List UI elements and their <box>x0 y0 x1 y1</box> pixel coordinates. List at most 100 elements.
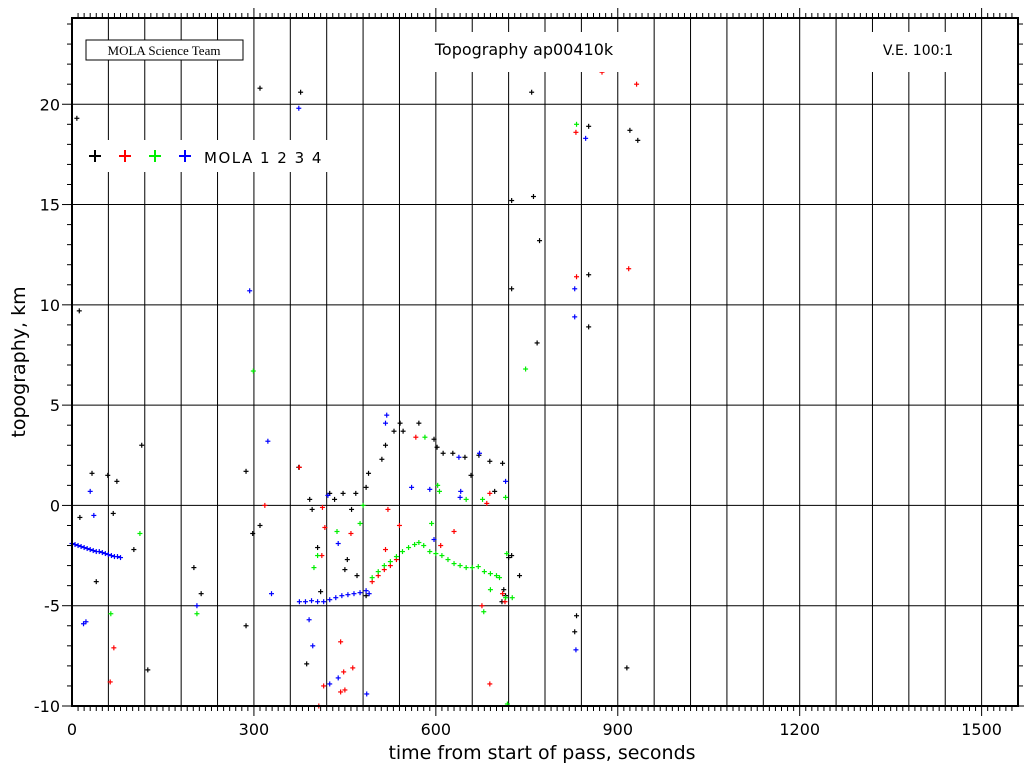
data-point-mola-3 <box>523 366 529 372</box>
data-point-mola-4 <box>118 555 124 561</box>
data-point-mola-4 <box>108 553 114 559</box>
data-point-mola-2 <box>574 274 580 280</box>
y-tick-label: 15 <box>40 196 60 215</box>
data-point-mola-2 <box>502 599 508 605</box>
legend <box>89 150 191 162</box>
data-point-mola-1 <box>139 442 145 448</box>
data-point-mola-1 <box>74 115 80 121</box>
y-tick-label: 10 <box>40 296 60 315</box>
data-point-mola-2 <box>342 687 348 693</box>
data-point-mola-3 <box>406 545 412 551</box>
data-point-mola-3 <box>574 121 580 127</box>
data-point-mola-4 <box>339 593 345 599</box>
data-point-mola-1 <box>500 460 506 466</box>
tick-labels: 0 300 600 900 1200 1500 -10 -5 0 5 10 15 20 <box>34 95 1002 739</box>
data-point-mola-1 <box>114 478 120 484</box>
data-point-mola-1 <box>462 454 468 460</box>
data-point-mola-3 <box>250 368 256 374</box>
data-point-mola-3 <box>493 573 499 579</box>
data-point-mola-3 <box>334 528 340 534</box>
data-point-mola-4 <box>456 454 462 460</box>
data-point-mola-1 <box>586 324 592 330</box>
data-point-mola-4 <box>81 545 87 551</box>
data-point-mola-2 <box>573 129 579 135</box>
data-point-mola-3 <box>503 494 509 500</box>
credit-text: MOLA Science Team <box>108 43 221 58</box>
data-point-mola-3 <box>469 565 475 571</box>
data-point-mola-4 <box>87 547 93 553</box>
data-point-mola-4 <box>84 546 90 552</box>
data-point-mola-2 <box>479 603 485 609</box>
data-point-mola-4 <box>366 591 372 597</box>
data-point-mola-4 <box>327 681 333 687</box>
data-point-mola-3 <box>436 488 442 494</box>
data-point-mola-4 <box>75 543 81 549</box>
vertical-exaggeration: V.E. 100:1 <box>883 43 953 59</box>
data-point-mola-1 <box>627 127 633 133</box>
data-point-mola-4 <box>357 590 363 596</box>
data-point-mola-3 <box>497 575 503 581</box>
data-point-mola-1 <box>89 470 95 476</box>
data-point-mola-3 <box>137 530 143 536</box>
data-point-mola-4 <box>99 550 105 556</box>
y-tick-label: 20 <box>40 95 60 114</box>
data-point-mola-1 <box>440 450 446 456</box>
data-point-mola-4 <box>345 592 351 598</box>
data-point-mola-3 <box>387 559 393 565</box>
x-tick-label: 300 <box>239 720 270 739</box>
data-point-mola-2 <box>487 681 493 687</box>
data-point-mola-1 <box>243 623 249 629</box>
data-point-mola-2 <box>322 524 328 530</box>
data-point-mola-4 <box>302 599 308 605</box>
data-point-mola-4 <box>90 548 96 554</box>
y-tick-label: 0 <box>50 496 60 515</box>
data-point-mola-2 <box>111 645 117 651</box>
data-point-mola-1 <box>431 436 437 442</box>
data-point-mola-1 <box>93 579 99 585</box>
data-point-mola-3 <box>381 563 387 569</box>
data-point-mola-1 <box>586 123 592 129</box>
data-point-mola-1 <box>298 89 304 95</box>
data-point-mola-4 <box>102 551 108 557</box>
data-point-mola-3 <box>487 587 493 593</box>
data-point-mola-4 <box>572 314 578 320</box>
data-point-mola-4 <box>72 542 78 548</box>
legend-marker-mola-3 <box>149 150 161 162</box>
data-point-mola-4 <box>503 478 509 484</box>
y-tick-label: -10 <box>34 697 60 716</box>
data-point-mola-4 <box>114 554 120 560</box>
data-point-mola-1 <box>76 308 82 314</box>
data-point-mola-1 <box>307 496 313 502</box>
data-point-mola-1 <box>487 458 493 464</box>
data-point-mola-3 <box>412 542 418 548</box>
data-point-mola-1 <box>572 629 578 635</box>
data-point-mola-1 <box>501 587 507 593</box>
data-point-mola-2 <box>383 547 389 553</box>
credit-box <box>85 39 244 61</box>
data-point-mola-3 <box>463 565 469 571</box>
data-point-mola-3 <box>311 565 317 571</box>
data-point-mola-1 <box>586 272 592 278</box>
data-point-mola-1 <box>304 661 310 667</box>
data-point-mola-3 <box>480 496 486 502</box>
data-point-mola-4 <box>269 591 275 597</box>
data-point-mola-3 <box>315 553 321 559</box>
x-tick-label: 600 <box>421 720 452 739</box>
data-point-mola-4 <box>335 675 341 681</box>
data-points <box>69 69 641 709</box>
legend-label: MOLA 1 2 3 4 <box>204 149 323 167</box>
ve-background <box>862 32 974 72</box>
data-point-mola-1 <box>250 530 256 536</box>
data-point-mola-4 <box>296 599 302 605</box>
data-point-mola-1 <box>492 488 498 494</box>
data-point-mola-1 <box>354 573 360 579</box>
data-point-mola-3 <box>375 569 381 575</box>
data-point-mola-1 <box>400 428 406 434</box>
data-point-mola-4 <box>296 105 302 111</box>
y-tick-label: 5 <box>50 396 60 415</box>
data-point-mola-4 <box>572 286 578 292</box>
plot-frame <box>71 17 1019 707</box>
data-point-mola-4 <box>78 544 84 550</box>
data-point-mola-2 <box>338 689 344 695</box>
data-point-mola-3 <box>475 564 481 570</box>
